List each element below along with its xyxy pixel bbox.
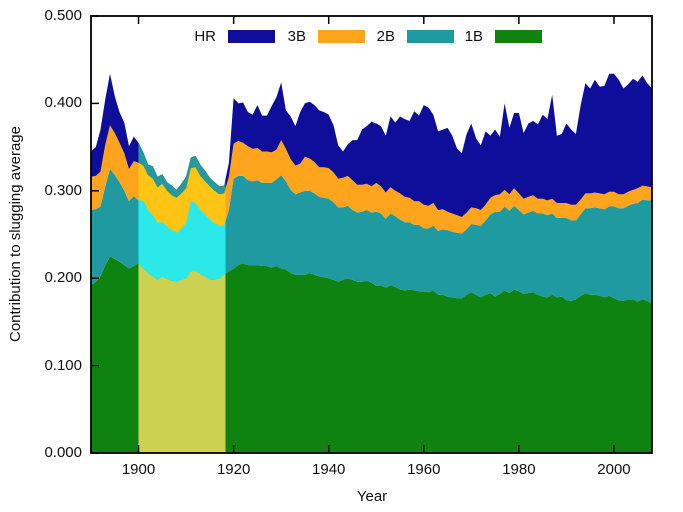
legend-swatch-2B <box>407 30 454 43</box>
y-tick-label: 0.000 <box>44 444 82 461</box>
x-tick-label: 1920 <box>216 461 251 478</box>
legend-label-HR: HR <box>194 28 216 45</box>
stacked-areas <box>91 73 652 453</box>
area-1B <box>91 256 652 453</box>
y-tick-label: 0.200 <box>44 269 82 287</box>
plot-border <box>90 15 653 454</box>
x-axis-title: Year <box>356 488 388 505</box>
legend-label-3B: 3B <box>287 28 306 45</box>
x-tick-label: 1980 <box>502 461 536 478</box>
y-tick-label: 0.100 <box>44 356 82 374</box>
area-HR <box>91 73 652 217</box>
legend-swatch-HR <box>228 30 275 43</box>
highlight-era-areas <box>138 142 226 453</box>
y-axis-title: Contribution to slugging average <box>7 126 24 342</box>
y-tick-label: 0.400 <box>44 94 82 112</box>
legend-label-1B: 1B <box>464 28 483 45</box>
x-tick-label: 2000 <box>597 461 631 478</box>
x-tick-label: 1960 <box>407 461 441 478</box>
y-tick-label: 0.300 <box>44 181 82 199</box>
x-tick-label: 1900 <box>121 461 156 478</box>
area-2B <box>91 168 652 304</box>
y-tick-label: 0.500 <box>44 7 82 24</box>
legend-label-2B: 2B <box>376 28 395 45</box>
area-highlight-2B <box>138 200 226 282</box>
area-3B <box>91 125 652 234</box>
legend-swatch-3B <box>318 30 365 43</box>
area-highlight-3B <box>138 162 226 233</box>
area-highlight-1B <box>138 263 226 453</box>
x-tick-label: 1940 <box>312 461 346 478</box>
legend-swatch-1B <box>495 30 542 43</box>
area-highlight-HR <box>138 142 226 198</box>
